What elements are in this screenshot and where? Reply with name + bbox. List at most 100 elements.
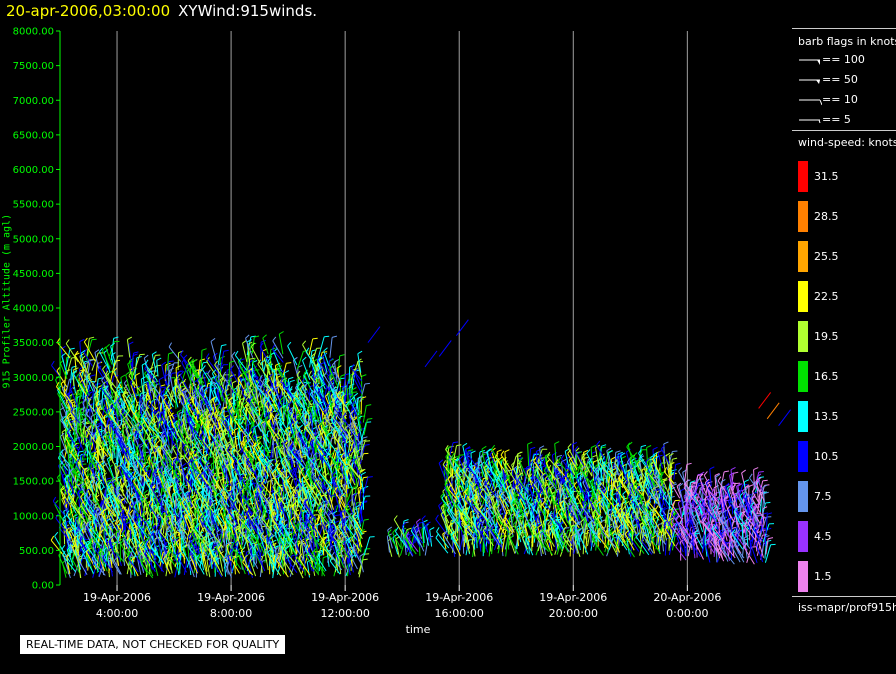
wind-barb-flag — [77, 489, 82, 494]
wind-barb — [162, 474, 170, 496]
wind-barb — [124, 473, 133, 488]
wind-barb — [212, 512, 219, 532]
wind-barb — [228, 511, 239, 525]
wind-barb — [153, 558, 165, 573]
wind-barb — [116, 442, 122, 463]
wind-barb-flag — [229, 360, 235, 364]
wind-barb — [143, 493, 151, 514]
wind-barb-flag — [167, 524, 172, 530]
wind-barb-flag — [163, 480, 168, 486]
wind-barb-flag — [210, 468, 215, 474]
wind-barb — [204, 400, 215, 420]
wind-barb — [169, 464, 179, 479]
wind-barb-flag — [131, 399, 136, 404]
wind-barb-flag — [216, 512, 222, 517]
wind-barb-flag — [82, 417, 86, 423]
wind-barb-flag — [247, 391, 252, 396]
wind-barb — [195, 452, 207, 467]
wind-barb-flag — [99, 529, 104, 534]
wind-barb-flag — [113, 336, 119, 339]
wind-barb-flag — [110, 486, 115, 492]
wind-barb — [112, 355, 119, 372]
wind-barb — [248, 550, 259, 569]
wind-barb-flag — [54, 531, 59, 537]
wind-barb — [212, 442, 218, 460]
wind-barb — [225, 556, 231, 573]
wind-barb-flag — [128, 482, 134, 485]
wind-barb-flag — [210, 412, 215, 418]
wind-barb-flag — [215, 374, 221, 379]
wind-barb-flag — [190, 519, 195, 525]
wind-barb-flag — [96, 385, 102, 389]
wind-barb-flag — [244, 369, 249, 375]
wind-barb-flag — [255, 492, 260, 498]
wind-barb — [79, 373, 89, 393]
wind-barb-flag — [251, 432, 256, 437]
wind-barb-flag — [103, 380, 108, 385]
wind-barb-flag — [120, 497, 125, 502]
wind-barb — [75, 377, 90, 396]
wind-barb — [119, 488, 133, 508]
wind-barb-flag — [122, 402, 126, 408]
wind-barb-flag — [77, 426, 82, 431]
wind-barb — [167, 362, 175, 380]
wind-barb-flag — [284, 370, 290, 374]
wind-barb-flag — [101, 375, 106, 381]
wind-barb — [148, 489, 158, 510]
wind-barb-flag — [201, 454, 206, 459]
wind-barb — [86, 524, 96, 545]
wind-barb-flag — [185, 491, 189, 497]
wind-barb-flag — [233, 497, 238, 502]
wind-barb — [208, 447, 219, 466]
wind-barb — [52, 500, 66, 516]
wind-barb-flag — [127, 554, 132, 559]
wind-barb-flag — [144, 359, 149, 365]
wind-barb-flag — [83, 467, 88, 473]
wind-barb-flag — [239, 515, 244, 521]
wind-barb-flag — [183, 354, 188, 359]
wind-barb — [110, 346, 116, 364]
wind-barb-flag — [73, 369, 78, 375]
wind-barb-flag — [237, 373, 243, 379]
wind-barb-flag — [70, 494, 74, 499]
wind-barb — [95, 450, 99, 470]
wind-barb — [222, 422, 232, 437]
wind-barb — [254, 382, 259, 403]
wind-barb-flag — [156, 357, 162, 361]
wind-barb-flag — [102, 365, 106, 370]
wind-barb-flag — [138, 525, 144, 530]
wind-barb-flag — [203, 549, 208, 553]
wind-barb-flag — [199, 528, 204, 534]
wind-barb-flag — [65, 475, 70, 479]
wind-barb — [225, 544, 229, 567]
wind-barb-flag — [175, 419, 180, 425]
wind-barb-flag — [198, 385, 202, 391]
wind-barb — [230, 553, 242, 570]
wind-barb — [57, 393, 69, 413]
wind-barb-flag — [88, 503, 93, 509]
wind-barb-flag — [119, 436, 123, 442]
wind-barb — [71, 558, 81, 574]
wind-barb-flag — [102, 472, 107, 477]
wind-barb-flag — [223, 462, 229, 466]
wind-barb — [138, 529, 146, 549]
wind-barb — [142, 418, 152, 433]
wind-barb — [69, 463, 76, 481]
wind-barb-flag — [90, 472, 94, 478]
wind-barb — [184, 476, 199, 495]
wind-barb — [130, 381, 138, 398]
wind-barb-flag — [170, 526, 175, 532]
wind-barb-flag — [128, 457, 133, 462]
wind-barb-flag — [176, 409, 182, 414]
wind-barb — [248, 543, 253, 559]
wind-barb-flag — [127, 508, 132, 514]
wind-barb-flag — [181, 544, 186, 549]
wind-barb-flag — [142, 383, 148, 387]
wind-barb-flag — [191, 363, 195, 369]
wind-barb-flag — [79, 338, 85, 342]
wind-barb — [118, 442, 130, 462]
wind-barb-flag — [107, 523, 112, 528]
wind-barb-flag — [143, 496, 148, 501]
wind-barb — [187, 547, 190, 563]
wind-barb — [139, 406, 153, 425]
